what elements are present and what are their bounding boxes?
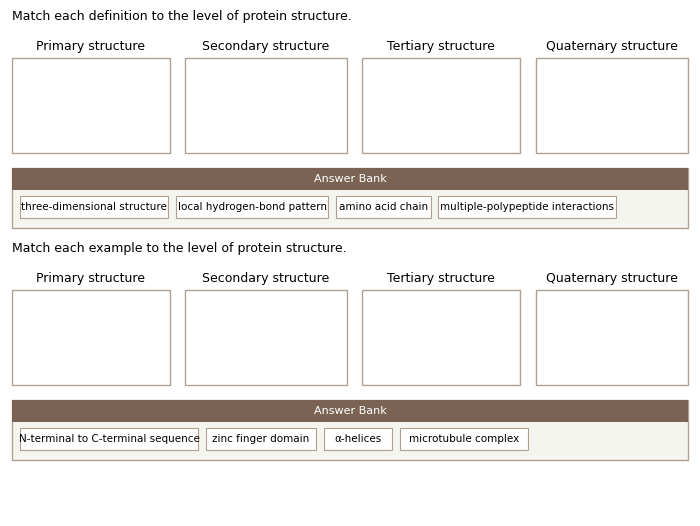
Bar [336,196,431,218]
Text: Secondary structure: Secondary structure [202,40,330,53]
Text: N-terminal to C-terminal sequence: N-terminal to C-terminal sequence [19,434,199,444]
Bar [185,290,347,385]
Bar [400,428,528,450]
Text: Secondary structure: Secondary structure [202,272,330,285]
Text: multiple-polypeptide interactions: multiple-polypeptide interactions [440,202,614,212]
Bar [536,58,688,153]
Bar [20,428,198,450]
Text: Match each definition to the level of protein structure.: Match each definition to the level of pr… [12,10,351,23]
Text: Primary structure: Primary structure [36,272,146,285]
Bar [176,196,328,218]
Text: Primary structure: Primary structure [36,40,146,53]
Bar [185,58,347,153]
Bar [536,290,688,385]
Bar [12,290,170,385]
Text: Tertiary structure: Tertiary structure [387,272,495,285]
Bar [438,196,616,218]
Text: Match each example to the level of protein structure.: Match each example to the level of prote… [12,242,346,255]
Bar [362,58,520,153]
Bar [12,168,688,228]
Bar [12,400,688,422]
Bar [362,290,520,385]
Text: Quaternary structure: Quaternary structure [546,40,678,53]
Bar [12,168,688,190]
Text: Tertiary structure: Tertiary structure [387,40,495,53]
Text: three-dimensional structure: three-dimensional structure [21,202,167,212]
Bar [206,428,316,450]
Bar [324,428,392,450]
Bar [12,58,170,153]
Text: microtubule complex: microtubule complex [409,434,519,444]
Text: local hydrogen-bond pattern: local hydrogen-bond pattern [178,202,326,212]
Bar [12,400,688,460]
Text: α-helices: α-helices [335,434,382,444]
Text: zinc finger domain: zinc finger domain [212,434,309,444]
Bar [20,196,168,218]
Text: amino acid chain: amino acid chain [339,202,428,212]
Text: Answer Bank: Answer Bank [314,174,386,184]
Text: Quaternary structure: Quaternary structure [546,272,678,285]
Text: Answer Bank: Answer Bank [314,406,386,416]
